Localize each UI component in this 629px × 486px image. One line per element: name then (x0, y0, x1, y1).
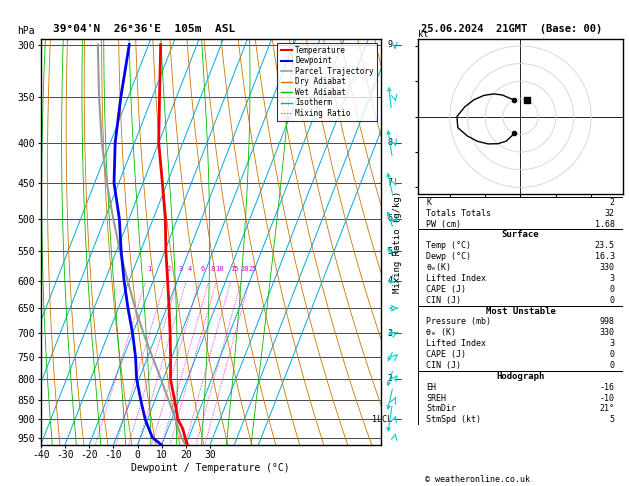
Text: Pressure (mb): Pressure (mb) (426, 317, 491, 327)
X-axis label: Dewpoint / Temperature (°C): Dewpoint / Temperature (°C) (131, 463, 290, 473)
Text: -16: -16 (599, 382, 615, 392)
Text: 0: 0 (610, 361, 615, 370)
Text: 21°: 21° (599, 404, 615, 414)
Text: 5: 5 (387, 247, 392, 256)
Text: 3: 3 (610, 274, 615, 283)
Text: 1.68: 1.68 (594, 220, 615, 228)
Text: 32: 32 (604, 208, 615, 218)
Text: Most Unstable: Most Unstable (486, 307, 555, 315)
Text: Lifted Index: Lifted Index (426, 274, 486, 283)
Text: 8: 8 (387, 138, 392, 147)
Text: 2: 2 (167, 266, 171, 272)
Text: Mixing Ratio (g/kg): Mixing Ratio (g/kg) (393, 191, 403, 293)
Text: 20: 20 (240, 266, 248, 272)
Text: Hodograph: Hodograph (496, 372, 545, 381)
Text: 3: 3 (387, 329, 392, 338)
Text: 1LCL: 1LCL (372, 415, 392, 424)
Text: 16.3: 16.3 (594, 252, 615, 261)
Text: 1: 1 (147, 266, 152, 272)
Text: 4: 4 (187, 266, 192, 272)
Text: θₑ(K): θₑ(K) (426, 263, 452, 272)
Text: 0: 0 (610, 350, 615, 359)
Text: 8: 8 (210, 266, 214, 272)
Text: 330: 330 (599, 263, 615, 272)
Text: CAPE (J): CAPE (J) (426, 285, 467, 294)
Text: 39°04'N  26°36'E  105m  ASL: 39°04'N 26°36'E 105m ASL (53, 24, 236, 34)
Text: 2: 2 (387, 375, 392, 383)
Text: 15: 15 (230, 266, 238, 272)
Text: © weatheronline.co.uk: © weatheronline.co.uk (425, 474, 530, 484)
Text: StmSpd (kt): StmSpd (kt) (426, 416, 481, 424)
Text: 0: 0 (610, 285, 615, 294)
Text: 25.06.2024  21GMT  (Base: 00): 25.06.2024 21GMT (Base: 00) (421, 24, 603, 34)
Text: 6: 6 (201, 266, 205, 272)
Text: hPa: hPa (17, 26, 35, 36)
Text: Totals Totals: Totals Totals (426, 208, 491, 218)
Text: K: K (426, 198, 431, 207)
Text: 2: 2 (610, 198, 615, 207)
Text: EH: EH (426, 382, 437, 392)
Text: 6: 6 (387, 214, 392, 223)
Text: 3: 3 (610, 339, 615, 348)
Text: 998: 998 (599, 317, 615, 327)
Text: Dewp (°C): Dewp (°C) (426, 252, 472, 261)
Text: 0: 0 (610, 295, 615, 305)
Text: θₑ (K): θₑ (K) (426, 329, 457, 337)
Text: 25: 25 (248, 266, 257, 272)
Text: kt: kt (418, 30, 429, 39)
Text: 10: 10 (216, 266, 224, 272)
Text: SREH: SREH (426, 394, 447, 402)
Text: 23.5: 23.5 (594, 241, 615, 250)
Text: 3: 3 (179, 266, 183, 272)
Text: PW (cm): PW (cm) (426, 220, 462, 228)
Text: CIN (J): CIN (J) (426, 295, 462, 305)
Text: Lifted Index: Lifted Index (426, 339, 486, 348)
Text: Temp (°C): Temp (°C) (426, 241, 472, 250)
Text: CIN (J): CIN (J) (426, 361, 462, 370)
Text: 330: 330 (599, 329, 615, 337)
Text: 5: 5 (610, 416, 615, 424)
Text: CAPE (J): CAPE (J) (426, 350, 467, 359)
Text: StmDir: StmDir (426, 404, 457, 414)
Text: Surface: Surface (502, 230, 539, 240)
Text: 4: 4 (387, 277, 392, 285)
Text: 7: 7 (387, 178, 392, 187)
Legend: Temperature, Dewpoint, Parcel Trajectory, Dry Adiabat, Wet Adiabat, Isotherm, Mi: Temperature, Dewpoint, Parcel Trajectory… (277, 43, 377, 121)
Text: 9: 9 (387, 40, 392, 49)
Text: -10: -10 (599, 394, 615, 402)
